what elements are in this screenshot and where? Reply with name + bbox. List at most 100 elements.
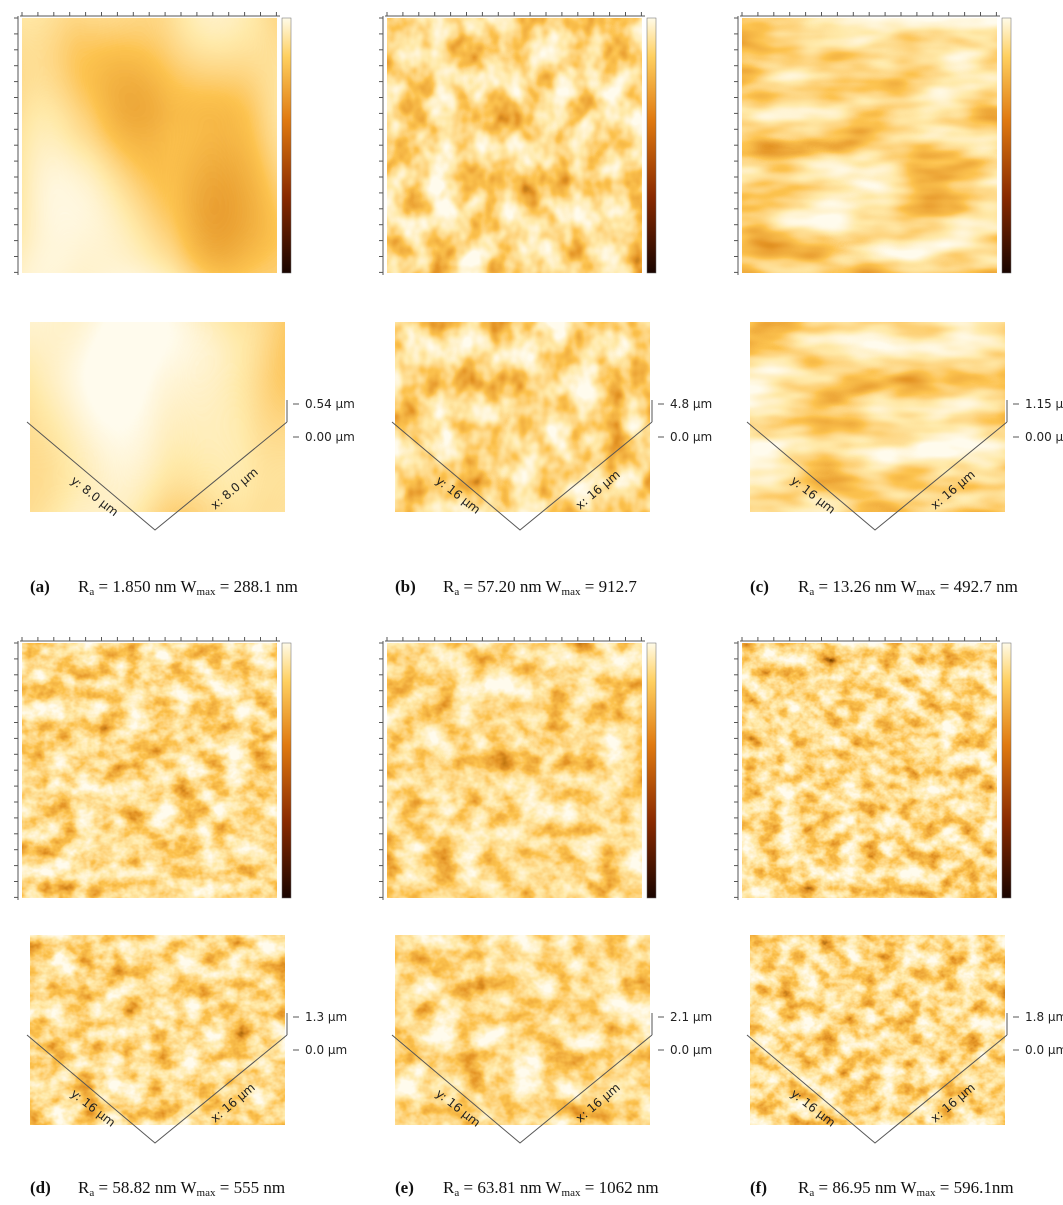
panel: 1.3 µm 0.0 µm y: 16 µm x: 16 µm (d) Ra = 58.8… xyxy=(14,637,347,1199)
z-min-label: 0.0 µm xyxy=(670,430,712,444)
caption-w-symbol: W xyxy=(901,577,918,596)
y-axis-label: y: 16 µm xyxy=(68,1086,118,1129)
caption-w-value: = 596.1nm xyxy=(936,1178,1014,1197)
y-axis-label: y: 16 µm xyxy=(788,1086,838,1129)
caption-w-symbol: W xyxy=(546,577,563,596)
z-max-label: 1.15 µm xyxy=(1025,397,1063,411)
x-axis-label: x: 16 µm xyxy=(573,467,623,512)
y-axis-label: y: 16 µm xyxy=(433,1086,483,1129)
caption-ra-value: = 1.850 nm xyxy=(94,577,180,596)
panel-letter: (a) xyxy=(30,577,50,596)
caption-w-sub: max xyxy=(562,1187,581,1199)
surface-3d xyxy=(395,935,650,1125)
caption-ra-value: = 86.95 nm xyxy=(814,1178,900,1197)
color-bar xyxy=(1001,642,1012,899)
caption-ra-value: = 13.26 nm xyxy=(814,577,900,596)
panel-letter: (b) xyxy=(395,577,416,596)
panel-letter: (c) xyxy=(750,577,769,596)
y-axis-label: y: 8.0 µm xyxy=(68,473,121,519)
x-axis-label: x: 16 µm xyxy=(573,1080,623,1125)
caption-ra-value: = 58.82 nm xyxy=(94,1178,180,1197)
caption-w-value: = 912.7 xyxy=(581,577,638,596)
caption-ra-value: = 57.20 nm xyxy=(459,577,545,596)
caption-ra-symbol: R xyxy=(798,577,810,596)
color-bar xyxy=(281,17,292,274)
panel: 1.15 µm 0.00 µm y: 16 µm x: 16 µm (c) Ra = 13… xyxy=(734,12,1063,598)
caption-w-symbol: W xyxy=(901,1178,918,1197)
z-max-label: 1.8 µm xyxy=(1025,1010,1063,1024)
caption-ra-symbol: R xyxy=(443,1178,455,1197)
surface-3d xyxy=(30,935,285,1125)
z-min-label: 0.00 µm xyxy=(1025,430,1063,444)
z-max-label: 1.3 µm xyxy=(305,1010,347,1024)
caption: Ra = 63.81 nm Wmax = 1062 nm xyxy=(443,1178,659,1199)
caption-w-value: = 288.1 nm xyxy=(216,577,298,596)
x-axis-label: x: 8.0 µm xyxy=(208,465,261,512)
caption-w-value: = 1062 nm xyxy=(581,1178,659,1197)
caption: Ra = 86.95 nm Wmax = 596.1nm xyxy=(798,1178,1014,1199)
caption-w-symbol: W xyxy=(546,1178,563,1197)
panel-letter: (d) xyxy=(30,1178,51,1197)
caption-ra-sub: a xyxy=(454,586,459,598)
color-bar xyxy=(646,642,657,899)
color-bar xyxy=(281,642,292,899)
z-max-label: 0.54 µm xyxy=(305,397,355,411)
panel-letter: (f) xyxy=(750,1178,767,1197)
z-min-label: 0.00 µm xyxy=(305,430,355,444)
x-axis-label: x: 16 µm xyxy=(928,467,978,512)
x-axis-label: x: 16 µm xyxy=(928,1080,978,1125)
y-axis-label: y: 16 µm xyxy=(788,473,838,516)
caption-ra-sub: a xyxy=(89,586,94,598)
panel: 2.1 µm 0.0 µm y: 16 µm x: 16 µm (e) Ra = 63.8… xyxy=(379,637,712,1199)
axis-frame xyxy=(746,1034,1008,1144)
afm-map xyxy=(387,643,642,898)
caption-ra-symbol: R xyxy=(443,577,455,596)
z-max-label: 2.1 µm xyxy=(670,1010,712,1024)
afm-map xyxy=(387,18,642,273)
surface-3d xyxy=(750,322,1005,512)
z-max-label: 4.8 µm xyxy=(670,397,712,411)
panel: 4.8 µm 0.0 µm y: 16 µm x: 16 µm (b) Ra = 57.2… xyxy=(379,12,712,598)
axis-frame xyxy=(391,1034,653,1144)
caption-ra-symbol: R xyxy=(78,1178,90,1197)
caption-ra-value: = 63.81 nm xyxy=(459,1178,545,1197)
axis-frame xyxy=(746,421,1008,531)
x-axis-label: x: 16 µm xyxy=(208,1080,258,1125)
caption-ra-symbol: R xyxy=(78,577,90,596)
surface-3d xyxy=(395,322,650,512)
z-min-label: 0.0 µm xyxy=(305,1043,347,1057)
y-axis-label: y: 16 µm xyxy=(433,473,483,516)
caption-ra-sub: a xyxy=(454,1187,459,1199)
z-min-label: 0.0 µm xyxy=(670,1043,712,1057)
caption-w-sub: max xyxy=(917,1187,936,1199)
caption-w-sub: max xyxy=(197,1187,216,1199)
afm-map xyxy=(742,18,997,273)
caption: Ra = 57.20 nm Wmax = 912.7 xyxy=(443,577,637,598)
caption-w-sub: max xyxy=(917,586,936,598)
axis-frame xyxy=(26,1034,288,1144)
caption-w-sub: max xyxy=(562,586,581,598)
panel-letter: (e) xyxy=(395,1178,414,1197)
caption-ra-sub: a xyxy=(809,1187,814,1199)
caption-ra-symbol: R xyxy=(798,1178,810,1197)
z-min-label: 0.0 µm xyxy=(1025,1043,1063,1057)
caption-w-symbol: W xyxy=(181,577,198,596)
axis-frame xyxy=(391,421,653,531)
afm-map xyxy=(22,643,277,898)
surface-3d xyxy=(30,322,285,512)
caption: Ra = 13.26 nm Wmax = 492.7 nm xyxy=(798,577,1018,598)
color-bar xyxy=(646,17,657,274)
surface-3d xyxy=(750,935,1005,1125)
caption-ra-sub: a xyxy=(89,1187,94,1199)
caption-w-sub: max xyxy=(197,586,216,598)
afm-map xyxy=(742,643,997,898)
color-bar xyxy=(1001,17,1012,274)
caption-w-symbol: W xyxy=(181,1178,198,1197)
afm-map xyxy=(22,18,277,273)
axis-frame xyxy=(26,421,288,531)
caption: Ra = 58.82 nm Wmax = 555 nm xyxy=(78,1178,285,1199)
caption-w-value: = 555 nm xyxy=(216,1178,286,1197)
caption-w-value: = 492.7 nm xyxy=(936,577,1018,596)
panel: 1.8 µm 0.0 µm y: 16 µm x: 16 µm (f) Ra = 86.9… xyxy=(734,637,1063,1199)
